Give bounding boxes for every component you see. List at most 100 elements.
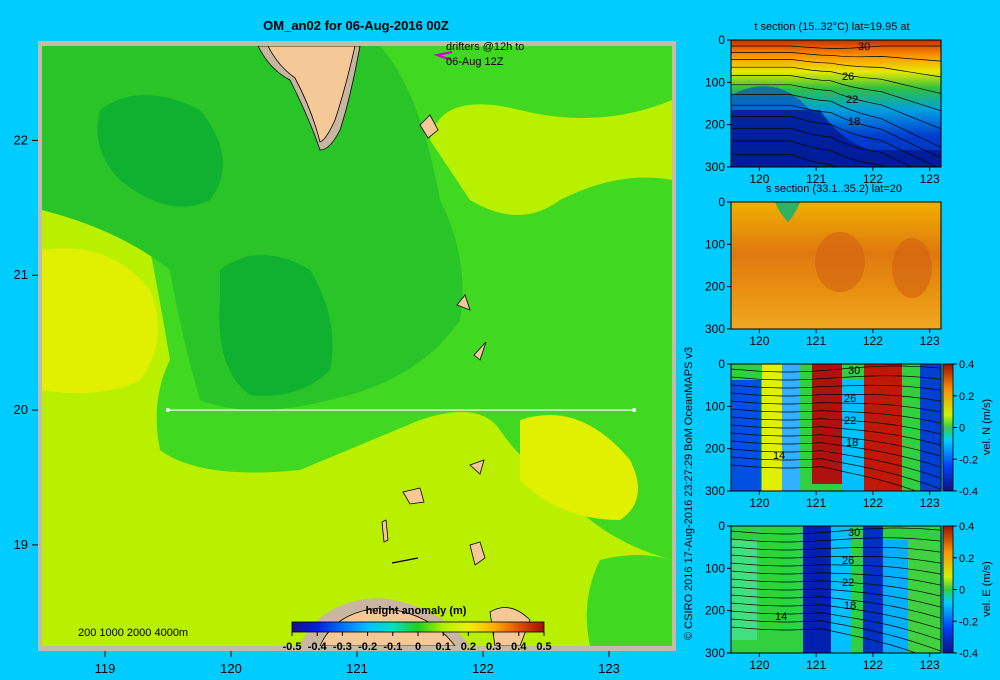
drifter-arrow-icon [433, 51, 453, 61]
contour-line [731, 562, 941, 575]
contour-line [731, 464, 918, 491]
contour-line [731, 618, 941, 652]
s-section-fresh-patch [775, 202, 800, 222]
vel-e-axes: 120 121 122 123 0 100 200 300 [705, 519, 940, 672]
contour-line [731, 537, 941, 543]
contour-line [731, 626, 918, 653]
contour-line [731, 116, 938, 167]
map-y-tick-label: 21 [14, 267, 28, 282]
contour-line [731, 140, 886, 167]
vel-n-patch [731, 380, 761, 491]
height-colorbar-label: height anomaly (m) [366, 605, 467, 617]
vel-colorbar-tick-label: 0.2 [959, 553, 974, 565]
height-colorbar-tick-label: -0.3 [333, 641, 352, 653]
height-colorbar-ticks: -0.5 -0.4 -0.3 -0.2 -0.1 0 0.1 0.2 0.3 0.4 0.5 [283, 632, 552, 653]
vel-n-patch [864, 364, 902, 491]
contour-line [731, 546, 941, 553]
vel-e-colorbar [942, 525, 954, 654]
height-colorbar-tick-label: 0.5 [536, 641, 551, 653]
section-line-end [632, 408, 637, 413]
credit-text: © CSIRO 2016 17-Aug-2016 23:27:29 BoM Oc… [683, 347, 695, 640]
vel-e-contour-label: 26 [842, 555, 854, 567]
vel-e-patch [908, 540, 941, 653]
contour-line [731, 127, 913, 167]
anomaly-contour-high-1 [42, 248, 158, 394]
vel-e-panel: 30 26 22 18 14 0.4 0.2 0 -0.2 -0.4 vel. E (m… [705, 519, 993, 672]
contour-line [731, 527, 941, 535]
vel-colorbar-tick-label: 0 [959, 423, 965, 435]
height-colorbar: height anomaly (m) -0.5 -0.4 -0.3 -0.2 -0.1 0… [283, 605, 552, 653]
contour-line [731, 602, 941, 630]
vel-e-frame [730, 525, 942, 654]
vel-e-contours [731, 527, 941, 653]
height-colorbar-tick-label: 0.1 [436, 641, 451, 653]
contour-line [731, 84, 941, 130]
contour-line [731, 456, 941, 490]
vel-colorbar-tick-label: -0.4 [959, 648, 978, 660]
t-contour-label: 30 [858, 41, 870, 53]
section-x-tick-label: 123 [920, 172, 940, 186]
vel-colorbar-tick-label: -0.2 [959, 616, 978, 628]
map-x-tick-label: 120 [220, 661, 242, 676]
vel-e-patch [863, 526, 883, 653]
height-colorbar-gradient [291, 621, 545, 633]
contour-line [731, 440, 941, 468]
vel-colorbar-tick-label: -0.2 [959, 454, 978, 466]
section-y-tick-label: 0 [718, 195, 725, 209]
contour-line [731, 586, 941, 608]
section-y-tick-label: 0 [718, 357, 725, 371]
contour-line [731, 45, 941, 49]
map-title: OM_an02 for 06-Aug-2016 00Z [263, 18, 449, 33]
section-x-tick-label: 120 [749, 658, 769, 672]
vel-e-contour-label: 14 [775, 611, 787, 623]
contour-line [731, 392, 941, 402]
map-x-tick-label: 123 [598, 661, 620, 676]
s-section-title: s section (33.1..35.2) lat=20 [766, 183, 902, 195]
map-y-tick-label: 19 [14, 537, 28, 552]
contour-line [731, 424, 941, 446]
height-colorbar-tick-label: -0.1 [383, 641, 402, 653]
anomaly-contour-min-2 [219, 255, 333, 396]
height-colorbar-tick-label: 0.3 [486, 641, 501, 653]
island [469, 459, 485, 475]
vel-n-patch [842, 380, 864, 491]
vel-n-contours [731, 365, 941, 491]
vel-colorbar-tick-label: 0 [959, 585, 965, 597]
section-x-tick-label: 120 [749, 334, 769, 348]
island [456, 294, 471, 311]
vel-n-contour-label: 14 [773, 450, 785, 462]
vel-colorbar-tick-label: -0.4 [959, 486, 978, 498]
contour-line [731, 66, 941, 94]
bathymetry-legend: 200 1000 2000 4000m [78, 627, 188, 639]
contour-line [731, 610, 941, 641]
contour-line [731, 578, 941, 597]
contour-line [731, 365, 941, 373]
contour-line [731, 432, 941, 457]
section-x-tick-label: 120 [749, 172, 769, 186]
map-y-tick-label: 22 [14, 132, 28, 147]
anomaly-contour-high-2 [520, 415, 638, 520]
contour-line [731, 448, 941, 479]
vel-n-panel: 30 26 22 18 14 0.4 0.2 0 -0.2 -0.4 vel. N (m… [705, 357, 993, 510]
map-y-tick-label: 20 [14, 402, 28, 417]
section-y-tick-label: 200 [705, 280, 725, 294]
height-colorbar-tick-label: -0.2 [358, 641, 377, 653]
section-y-tick-label: 0 [718, 33, 725, 47]
vel-n-patch [920, 364, 941, 491]
drifter-note-1: drifters @12h to [446, 41, 524, 53]
main-map: OM_an02 for 06-Aug-2016 00Z drifters @12… [14, 18, 676, 676]
height-colorbar-tick-label: -0.5 [283, 641, 302, 653]
vel-colorbar-tick-label: 0.4 [959, 359, 974, 371]
vel-colorbar-tick-label: 0.2 [959, 391, 974, 403]
vel-n-contour-label: 26 [844, 393, 856, 405]
height-colorbar-tick-label: 0.2 [461, 641, 476, 653]
section-x-tick-label: 122 [863, 658, 883, 672]
section-x-tick-label: 121 [806, 496, 826, 510]
island [381, 519, 389, 543]
section-y-tick-label: 100 [705, 561, 725, 575]
contour-line [731, 52, 941, 62]
vel-e-patch [831, 526, 851, 653]
section-x-tick-label: 121 [806, 334, 826, 348]
island [402, 487, 425, 505]
